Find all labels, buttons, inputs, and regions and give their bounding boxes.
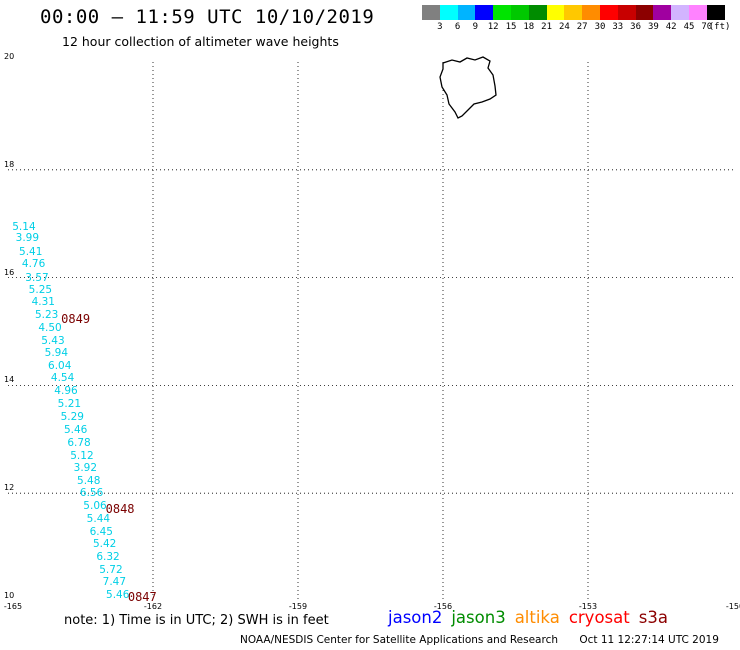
legend-label: 15 — [505, 22, 517, 32]
legend-label: 12 — [487, 22, 499, 32]
satellite-legend: jason2 jason3 altika cryosat s3a — [388, 608, 677, 627]
color-legend — [422, 5, 725, 20]
legend-swatch — [457, 5, 476, 20]
legend-swatch — [706, 5, 725, 20]
swh-value-label: 5.23 — [34, 309, 59, 322]
legend-label: 9 — [472, 22, 479, 32]
swh-value-label: 4.96 — [54, 385, 78, 398]
lon-tick-label: -153 — [578, 602, 598, 611]
legend-label: 6 — [454, 22, 461, 32]
legend-label: 45 — [683, 22, 695, 32]
legend-label: 33 — [612, 22, 624, 32]
footer: NOAA/NESDIS Center for Satellite Applica… — [240, 634, 719, 646]
time-label: 0847 — [127, 590, 157, 605]
swh-value-label: 4.50 — [38, 321, 62, 334]
time-label: 0848 — [105, 501, 135, 516]
legend-label: 30 — [594, 22, 606, 32]
legend-swatch — [688, 5, 707, 20]
swh-value-label: 5.14 — [12, 221, 36, 233]
legend-swatch — [528, 5, 547, 20]
legend-swatch — [546, 5, 565, 20]
note-text: note: 1) Time is in UTC; 2) SWH is in fe… — [64, 613, 329, 628]
swh-value-label: 4.31 — [31, 296, 55, 309]
swh-value-label: 5.94 — [44, 347, 69, 360]
legend-unit: (ft) — [708, 22, 731, 32]
legend-swatch — [510, 5, 529, 20]
swh-value-label: 6.56 — [79, 487, 104, 500]
swh-value-label: 5.46 — [106, 589, 130, 602]
legend-label: 18 — [523, 22, 535, 32]
swh-value-label: 5.21 — [57, 398, 82, 411]
satellite-label-s3a: s3a — [638, 608, 668, 627]
swh-value-label: 5.46 — [63, 423, 88, 436]
swh-value-label: 4.54 — [50, 372, 75, 385]
lon-tick-label: -150 — [725, 602, 740, 611]
legend-swatch — [617, 5, 636, 20]
swh-value-label: 6.78 — [67, 436, 91, 449]
legend-swatch — [671, 5, 689, 20]
swh-value-label: 5.41 — [19, 246, 43, 259]
swh-value-label: 5.44 — [86, 513, 111, 526]
lat-tick-label: 12 — [4, 483, 15, 493]
satellite-label-altika: altika — [514, 608, 560, 627]
legend-label: 42 — [665, 22, 677, 32]
color-legend-labels: 3 6 9 12 15 18 21 24 27 30 33 36 39 42 45 70 (ft) — [422, 22, 740, 34]
satellite-label-jason2: jason2 — [388, 608, 443, 627]
legend-label: 24 — [558, 22, 570, 32]
hawaii-island-outline — [439, 56, 497, 119]
swh-value-label: 5.48 — [77, 474, 101, 487]
legend-swatch — [422, 5, 440, 20]
legend-swatch — [439, 5, 458, 20]
legend-swatch — [599, 5, 618, 20]
legend-label: 39 — [647, 22, 659, 32]
legend-label: 36 — [630, 22, 642, 32]
swh-value-label: 5.72 — [99, 563, 123, 576]
satellite-label-jason3: jason3 — [451, 608, 506, 627]
legend-swatch — [635, 5, 654, 20]
lat-tick-label: 20 — [4, 52, 15, 61]
swh-value-label: 7.47 — [102, 576, 127, 589]
footer-credit: NOAA/NESDIS Center for Satellite Applica… — [240, 634, 558, 646]
swh-value-label: 5.12 — [70, 449, 94, 462]
legend-swatch — [493, 5, 511, 20]
satellite-label-cryosat: cryosat — [568, 608, 630, 627]
swh-value-label: 6.04 — [48, 360, 72, 373]
swh-value-label: 5.06 — [83, 500, 107, 513]
lon-tick-label: -159 — [288, 602, 308, 611]
lat-lon-grid — [8, 62, 733, 601]
legend-label: 21 — [541, 22, 553, 32]
legend-label: 27 — [576, 22, 588, 32]
swh-value-label: 3.92 — [73, 461, 98, 474]
time-label: 0849 — [61, 312, 91, 327]
map-title: 00:00 – 11:59 UTC 10/10/2019 — [40, 6, 375, 28]
swh-value-label: 5.43 — [41, 334, 65, 347]
lat-tick-label: 14 — [4, 375, 15, 385]
swh-value-label: 4.76 — [21, 258, 46, 271]
swh-value-label: 5.25 — [28, 283, 53, 296]
legend-label: 70 — [701, 22, 713, 32]
swh-value-label: 6.45 — [89, 525, 113, 538]
swh-value-label: 3.57 — [25, 271, 49, 284]
footer-timestamp: Oct 11 12:27:14 UTC 2019 — [579, 634, 719, 646]
swh-value-label: 5.29 — [60, 411, 84, 424]
lon-tick-label: -156 — [433, 602, 453, 611]
legend-swatch — [564, 5, 583, 20]
swh-value-label: 3.99 — [15, 231, 40, 244]
lon-tick-label: -165 — [3, 602, 23, 611]
lat-tick-label: 10 — [4, 591, 15, 600]
legend-swatch — [475, 5, 494, 20]
legend-label: 3 — [437, 22, 443, 32]
legend-swatch — [653, 5, 672, 20]
map-subtitle: 12 hour collection of altimeter wave hei… — [62, 34, 339, 49]
lat-tick-label: 16 — [4, 267, 15, 277]
legend-swatch — [582, 5, 600, 20]
swh-value-label: 5.42 — [92, 538, 117, 551]
lat-tick-label: 18 — [4, 159, 15, 169]
swh-value-label: 6.32 — [96, 550, 120, 563]
lon-tick-label: -162 — [143, 602, 163, 611]
